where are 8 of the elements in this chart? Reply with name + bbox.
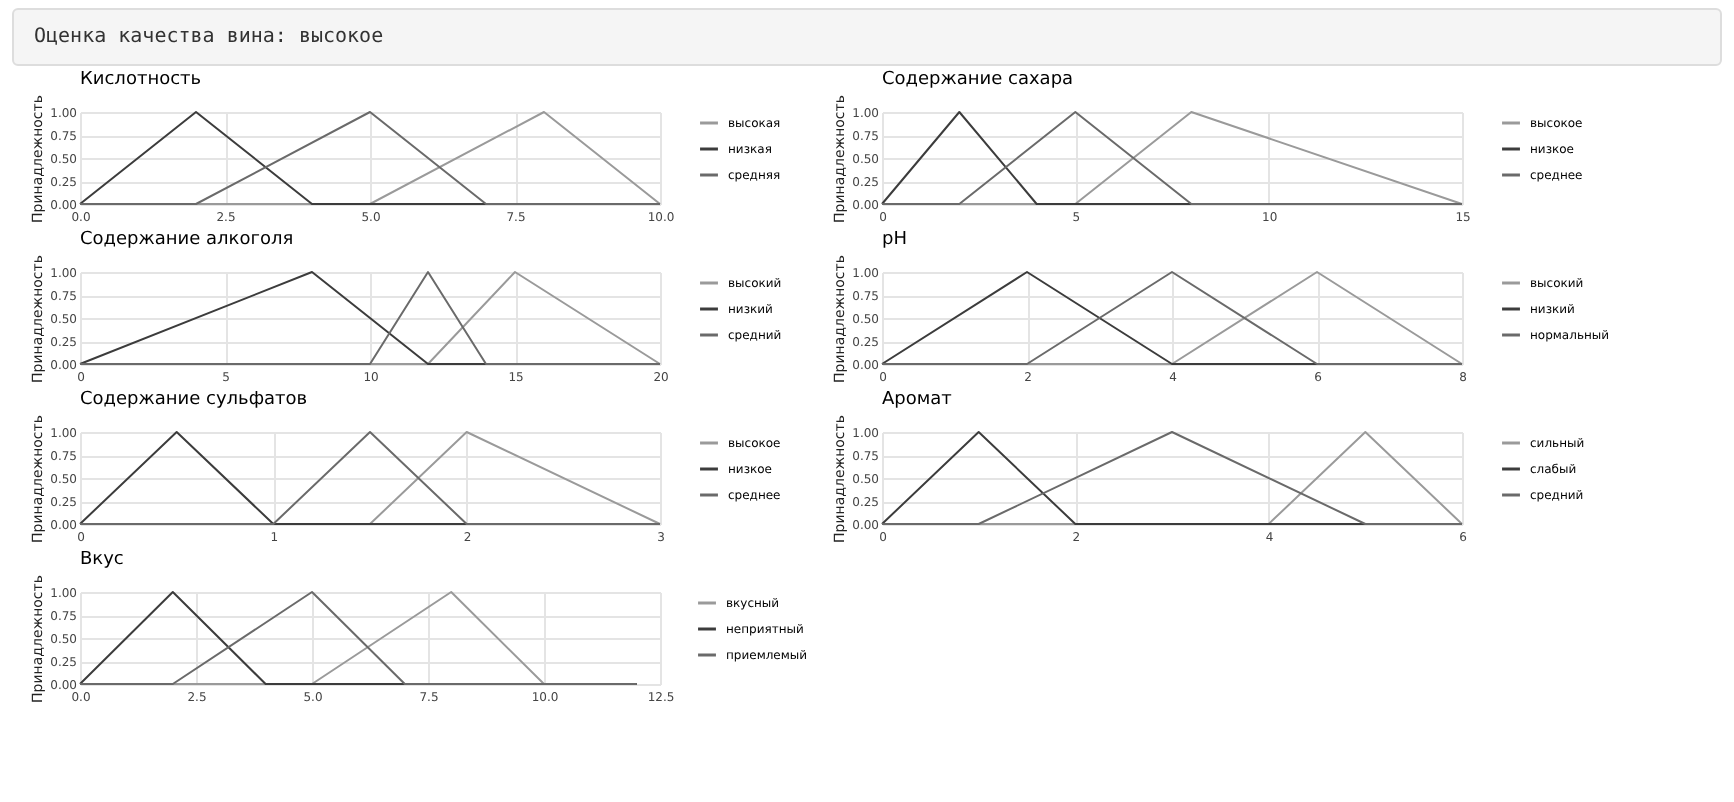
text: Оценка качества вина: высокое: [12, 8, 1722, 66]
chart-title: Содержание сульфатов: [80, 390, 308, 411]
chart-title: Содержание алкоголя: [80, 230, 294, 251]
chart-title: Содержание сахара: [882, 70, 1074, 91]
chart-title: pH: [882, 230, 907, 251]
chart-title: Кислотность: [80, 70, 202, 91]
chart-title: Аромат: [882, 390, 952, 411]
chart-title: Вкус: [80, 550, 124, 571]
